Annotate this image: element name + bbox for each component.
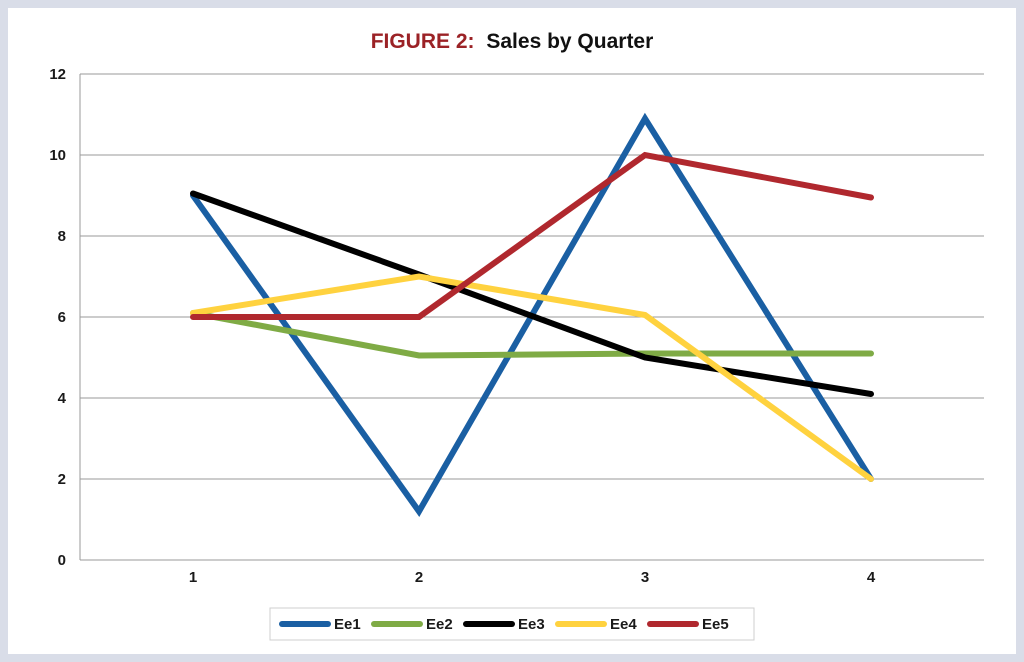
- legend: Ee1 Ee2 Ee3 Ee4 Ee5: [269, 607, 755, 641]
- series-line-ee5: [190, 151, 874, 320]
- chart-title-main: Sales by Quarter: [486, 30, 653, 53]
- y-tick-label: 4: [58, 390, 67, 407]
- x-tick-label: 3: [641, 569, 649, 586]
- chart-title-prefix: FIGURE 2:: [371, 30, 475, 53]
- legend-label: Ee4: [610, 616, 637, 633]
- x-axis-ticks: 1 2 3 4: [189, 569, 876, 586]
- series-line-ee4: [190, 273, 874, 482]
- y-axis-ticks: 0 2 4 6 8 10 12: [49, 66, 66, 569]
- legend-label: Ee5: [702, 616, 729, 633]
- y-tick-label: 8: [58, 228, 66, 245]
- chart-title: FIGURE 2: Sales by Quarter: [371, 30, 654, 53]
- series-line-ee3: [190, 190, 874, 397]
- series-line-ee2: [190, 310, 874, 359]
- chart-panel: [8, 8, 1016, 654]
- legend-label: Ee1: [334, 616, 361, 633]
- y-tick-label: 6: [58, 309, 66, 326]
- x-tick-label: 1: [189, 569, 197, 586]
- y-tick-label: 10: [49, 147, 66, 164]
- y-tick-label: 2: [58, 471, 66, 488]
- legend-label: Ee2: [426, 616, 453, 633]
- legend-label: Ee3: [518, 616, 545, 633]
- y-tick-label: 0: [58, 552, 66, 569]
- x-tick-label: 2: [415, 569, 423, 586]
- x-tick-label: 4: [867, 569, 876, 586]
- series-lines: [190, 112, 874, 517]
- y-tick-label: 12: [49, 66, 66, 83]
